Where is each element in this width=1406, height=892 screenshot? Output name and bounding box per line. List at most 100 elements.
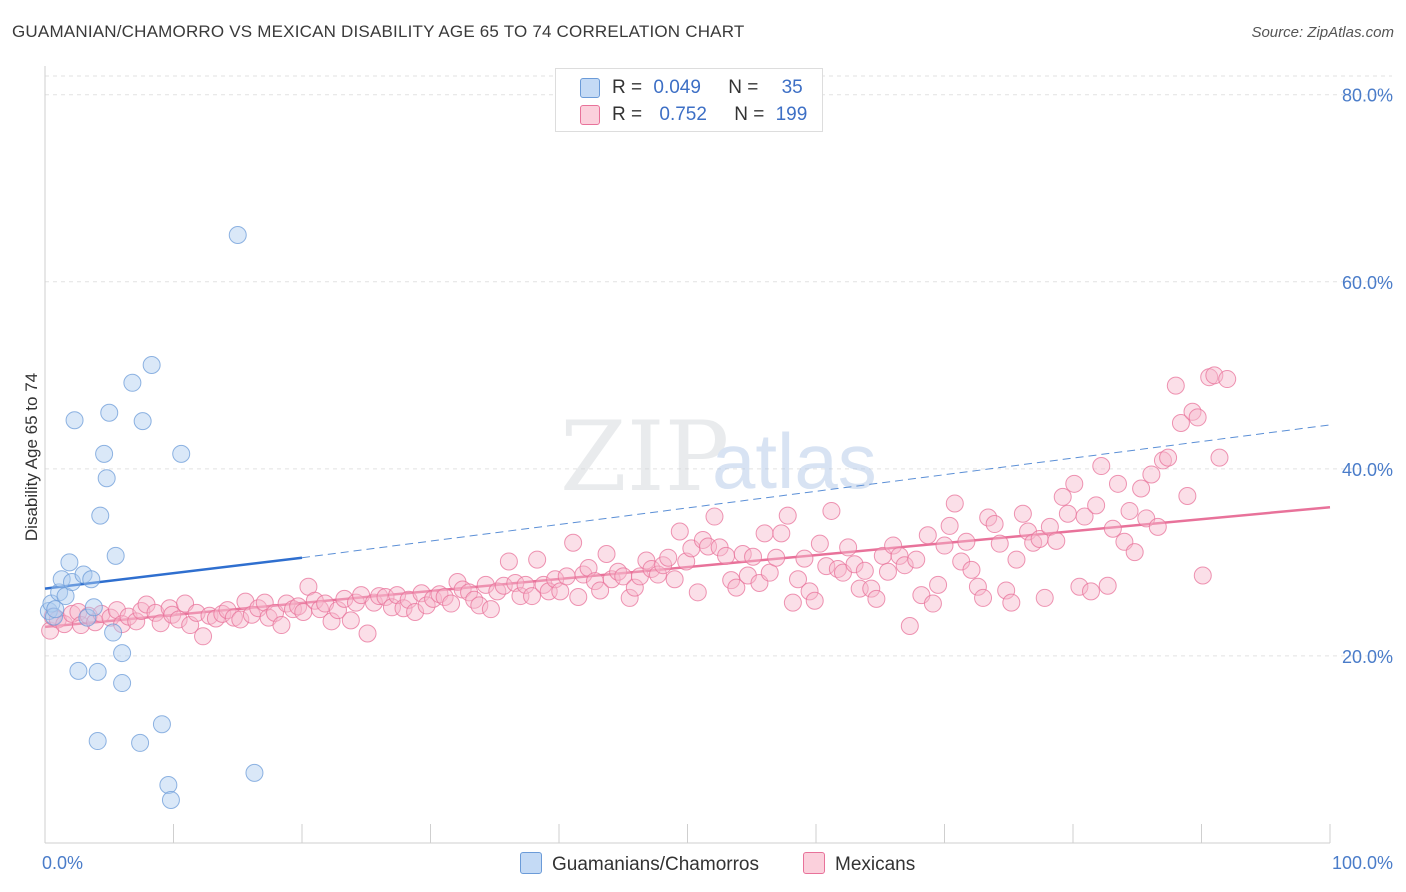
x-tick-label: 0.0% [42, 853, 83, 873]
point-guamanian [159, 776, 178, 795]
stats-legend: R = 0.049 N = 35 R = 0.752 N = 199 [555, 68, 823, 132]
point-mexican [341, 611, 360, 630]
point-mexican [376, 587, 395, 606]
point-mexican [1148, 517, 1167, 536]
point-mexican [435, 587, 454, 606]
legend-swatch-mexican [580, 105, 600, 125]
point-mexican [935, 536, 954, 555]
axes [44, 66, 1331, 844]
point-mexican [648, 565, 667, 584]
point-mexican [476, 575, 495, 594]
point-mexican [1103, 519, 1122, 538]
point-mexican [845, 555, 864, 574]
point-mexican [789, 570, 808, 589]
point-mexican [659, 548, 678, 567]
legend-r-label: R = [612, 77, 643, 98]
point-mexican [733, 544, 752, 563]
point-mexican [1120, 501, 1139, 520]
point-mexican [1065, 474, 1084, 493]
point-mexican [1070, 577, 1089, 596]
watermark-atlas: atlas [712, 417, 877, 505]
point-mexican [127, 612, 146, 631]
point-mexican [1171, 414, 1190, 433]
point-mexican [1218, 370, 1237, 389]
point-mexican [974, 588, 993, 607]
point-mexican [71, 616, 90, 635]
point-mexican [1159, 448, 1178, 467]
point-mexican [370, 587, 389, 606]
y-tick-label: 40.0% [1342, 460, 1393, 480]
point-mexican [778, 506, 797, 525]
y-tick-label: 20.0% [1342, 647, 1393, 667]
point-mexican [523, 587, 542, 606]
legend-item-mexican: Mexicans [803, 852, 915, 876]
point-guamanian [172, 444, 191, 463]
point-mexican [328, 601, 347, 620]
point-mexican [670, 522, 689, 541]
point-mexican [424, 589, 443, 608]
point-mexican [1053, 487, 1072, 506]
point-mexican [494, 576, 513, 595]
trend-line-guamanian [44, 556, 303, 590]
point-mexican [979, 508, 998, 527]
legend-item-guamanian: Guamanians/Chamorros [520, 852, 759, 876]
point-mexican [551, 582, 570, 601]
point-mexican [1058, 504, 1077, 523]
point-mexican [335, 589, 354, 608]
point-mexican [817, 557, 836, 576]
point-guamanian [84, 598, 103, 617]
point-mexican [822, 501, 841, 520]
point-guamanian [78, 608, 97, 627]
legend-n-label: N = [734, 104, 765, 125]
point-mexican [945, 494, 964, 513]
point-mexican [810, 534, 829, 553]
point-mexican [284, 600, 303, 619]
point-mexican [412, 584, 431, 603]
point-mexican [107, 601, 126, 620]
point-mexican [569, 587, 588, 606]
point-mexican [705, 507, 724, 526]
point-mexican [597, 544, 616, 563]
point-mexican [637, 551, 656, 570]
point-guamanian [44, 607, 63, 626]
legend-r-value: 0.752 [659, 104, 707, 125]
point-mexican [546, 570, 565, 589]
trend-lines [44, 424, 1331, 629]
gridlines [45, 75, 1392, 657]
y-tick-label: 60.0% [1342, 273, 1393, 293]
point-mexican [990, 534, 1009, 553]
point-mexican [322, 612, 341, 631]
legend-n-value: 199 [775, 104, 808, 125]
point-mexican [1188, 408, 1207, 427]
point-mexican [1132, 479, 1151, 498]
point-mexican [442, 594, 461, 613]
point-mexican [957, 532, 976, 551]
chart-title: GUAMANIAN/CHAMORRO VS MEXICAN DISABILITY… [12, 22, 745, 41]
point-mexican [218, 601, 237, 620]
point-guamanian [46, 600, 65, 619]
point-mexican [1193, 566, 1212, 585]
point-mexican [310, 600, 329, 619]
point-mexican [1007, 550, 1026, 569]
point-mexican [1047, 531, 1066, 550]
point-mexican [358, 624, 377, 643]
point-mexican [805, 591, 824, 610]
tick-labels: 20.0% 40.0% 60.0% 80.0% 0.0% 100.0% [42, 86, 1393, 873]
point-mexican [481, 600, 500, 619]
point-mexican [1075, 507, 1094, 526]
point-mexican [1098, 576, 1117, 595]
point-mexican [388, 586, 407, 605]
point-mexican [839, 538, 858, 557]
point-mexican [620, 588, 639, 607]
point-mexican [1210, 448, 1229, 467]
point-guamanian [131, 733, 150, 752]
source-label: Source: ZipAtlas.com [1251, 24, 1394, 41]
point-mexican [665, 570, 684, 589]
point-mexican [231, 610, 250, 629]
point-mexican [783, 593, 802, 612]
point-mexican [394, 599, 413, 618]
point-mexican [289, 597, 308, 616]
point-mexican [867, 589, 886, 608]
point-mexican [688, 583, 707, 602]
legend-swatch-mexican [803, 852, 825, 874]
